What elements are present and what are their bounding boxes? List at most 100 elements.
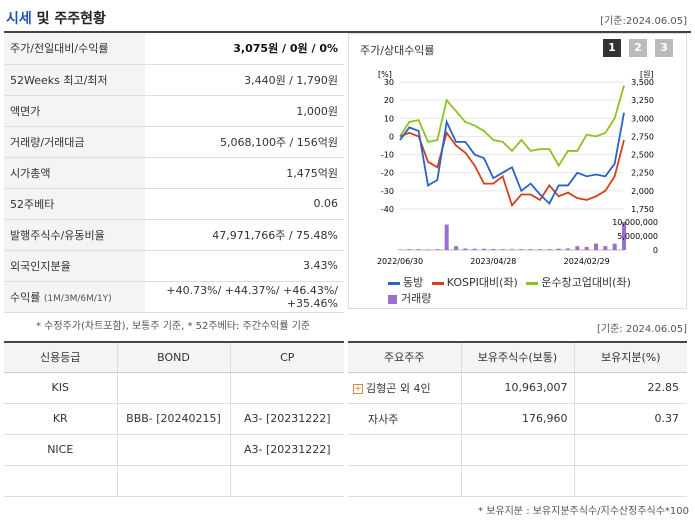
volume-bars (398, 222, 626, 250)
legend-sector-label: 운수창고업대비(좌) (541, 276, 631, 289)
legend-sector-swatch (526, 281, 539, 285)
row-value: 1,000원 (145, 95, 344, 127)
row-label: 수익률 (1M/3M/6M/1Y) (4, 281, 145, 313)
header-row: 주요주주 보유주식수(보통) 보유지분(%) (348, 341, 687, 373)
cell: KR (4, 403, 117, 435)
volume-bar (612, 243, 617, 250)
table-row (348, 465, 687, 497)
table-row: 자사주 176,960 0.37 (348, 403, 687, 435)
chart-lines (399, 85, 625, 208)
legend-sector: 운수창고업대비(좌) (526, 276, 631, 289)
table-row: 발행주식수/유동비율 47,971,766주 / 75.48% (4, 219, 344, 251)
left-unit: [%] (378, 70, 392, 79)
chart-title: 주가/상대수익률 (360, 44, 435, 57)
returns-label: 수익률 (10, 290, 41, 304)
volume-bar (584, 246, 589, 250)
table-row: 수익률 (1M/3M/6M/1Y) +40.73%/ +44.37%/ +46.4… (4, 281, 344, 313)
row-label: 거래량/거래대금 (4, 126, 145, 158)
left-tick-label: -20 (381, 169, 394, 178)
table-row (348, 434, 687, 466)
right-tick-label: 2,250 (631, 169, 654, 178)
cell: KIS (4, 372, 117, 404)
volume-bar (528, 249, 533, 250)
cell: A3- [20231222] (229, 403, 344, 435)
volume-bar (566, 248, 570, 250)
col-header: CP (229, 341, 344, 373)
right-tick-label: 2,500 (631, 151, 654, 160)
table-row: 52Weeks 최고/최저 3,440원 / 1,790원 (4, 64, 344, 96)
row-label: 52Weeks 최고/최저 (4, 64, 145, 96)
row-label: 시가총액 (4, 157, 145, 189)
col-header: 보유지분(%) (573, 341, 687, 373)
base-date: [기준:2024.06.05] (600, 16, 687, 27)
row-label: 외국인지분율 (4, 250, 145, 282)
price-value: 3,075원 / 0원 / 0% (233, 42, 338, 56)
credit-table: 신용등급 BOND CP KIS KR BBB- [20240215] A3- [2… (4, 341, 344, 497)
returns-period: (1M/3M/6M/1Y) (43, 293, 112, 304)
expand-icon[interactable]: + (353, 383, 363, 394)
right-tick-label: 3,250 (631, 96, 654, 105)
x-tick-label: 2023/04/28 (470, 257, 516, 266)
cell (573, 465, 687, 497)
section-title: 시세 및 주주현황 (6, 8, 106, 28)
chart-tab-2[interactable]: 2 (629, 39, 647, 57)
volume-bar (538, 249, 542, 250)
left-tick-label: -40 (381, 205, 394, 214)
cell (229, 465, 344, 497)
volume-bar (426, 249, 430, 250)
cell: NICE (4, 434, 117, 466)
volume-bar (622, 222, 626, 250)
row-value: 0.06 (145, 188, 344, 220)
volume-bar (463, 248, 468, 250)
cell (4, 465, 117, 497)
col-header: 주요주주 (348, 341, 461, 373)
cell (460, 465, 574, 497)
volume-bar (482, 248, 486, 250)
chart-tab-1[interactable]: 1 (603, 39, 621, 57)
holders-note: * 보유지분 : 보유지분주식수/지수산정주식수*100 (478, 506, 689, 517)
col-header: 보유주식수(보통) (460, 341, 574, 373)
table-row: 외국인지분율 3.43% (4, 250, 344, 282)
cell: 176,960 (460, 403, 574, 435)
chart-tab-3[interactable]: 3 (655, 39, 673, 57)
legend-volume: 거래량 (388, 290, 431, 306)
table-row: 거래량/거래대금 5,068,100주 / 156억원 (4, 126, 344, 158)
row-label: 52주베타 (4, 188, 145, 220)
right-tick-label: 2,750 (631, 132, 654, 141)
volume-bar (444, 224, 449, 250)
cell: 0.37 (573, 403, 687, 435)
cell: BBB- [20240215] (116, 403, 230, 435)
volume-bar (519, 249, 524, 250)
volume-bar (510, 249, 514, 250)
row-value: 47,971,766주 / 75.48% (145, 219, 344, 251)
row-value: 1,475억원 (145, 157, 344, 189)
x-tick-label: 2022/06/30 (377, 257, 423, 266)
table-row: 52주베타 0.06 (4, 188, 344, 220)
row-value: 3,440원 / 1,790원 (145, 64, 344, 96)
return-chart: 30 3,500 20 3,250 10 3,000 0 2,750 -10 2,500 -20 2,… (377, 70, 658, 266)
volume-bar (398, 249, 402, 250)
cell: 22.85 (573, 372, 687, 404)
legend-stock-label: 동방 (403, 276, 424, 289)
cell (116, 372, 230, 404)
legend-volume-label: 거래량 (401, 292, 432, 305)
right-tick-label: 3,000 (631, 114, 654, 123)
table-row: 주가/전일대비/수익률 3,075원 / 0원 / 0% (4, 33, 344, 65)
table-row: KR BBB- [20240215] A3- [20231222] (4, 403, 344, 435)
holders-table: 주요주주 보유주식수(보통) 보유지분(%) + 김형곤 외 4인 10,963,… (348, 341, 687, 497)
legend-kospi-label: KOSPI대비(좌) (446, 276, 518, 289)
volume-bar (603, 246, 608, 250)
left-tick-label: -10 (381, 151, 394, 160)
volume-tick-label: 0 (653, 246, 658, 255)
volume-bar (575, 246, 580, 250)
base-date-2: [기준: 2024.06.05] (596, 324, 687, 335)
title-highlight: 시세 (6, 11, 32, 27)
top-divider (4, 31, 691, 33)
title-rest: 및 주주현황 (31, 11, 106, 27)
right-tick-label: 1,750 (631, 205, 654, 214)
header-row: 신용등급 BOND CP (4, 341, 344, 373)
holder-name-cell[interactable]: + 김형곤 외 4인 (348, 372, 461, 404)
row-value: 3.43% (145, 250, 344, 282)
legend-stock-swatch (388, 281, 400, 285)
row-label: 주가/전일대비/수익률 (4, 33, 145, 65)
